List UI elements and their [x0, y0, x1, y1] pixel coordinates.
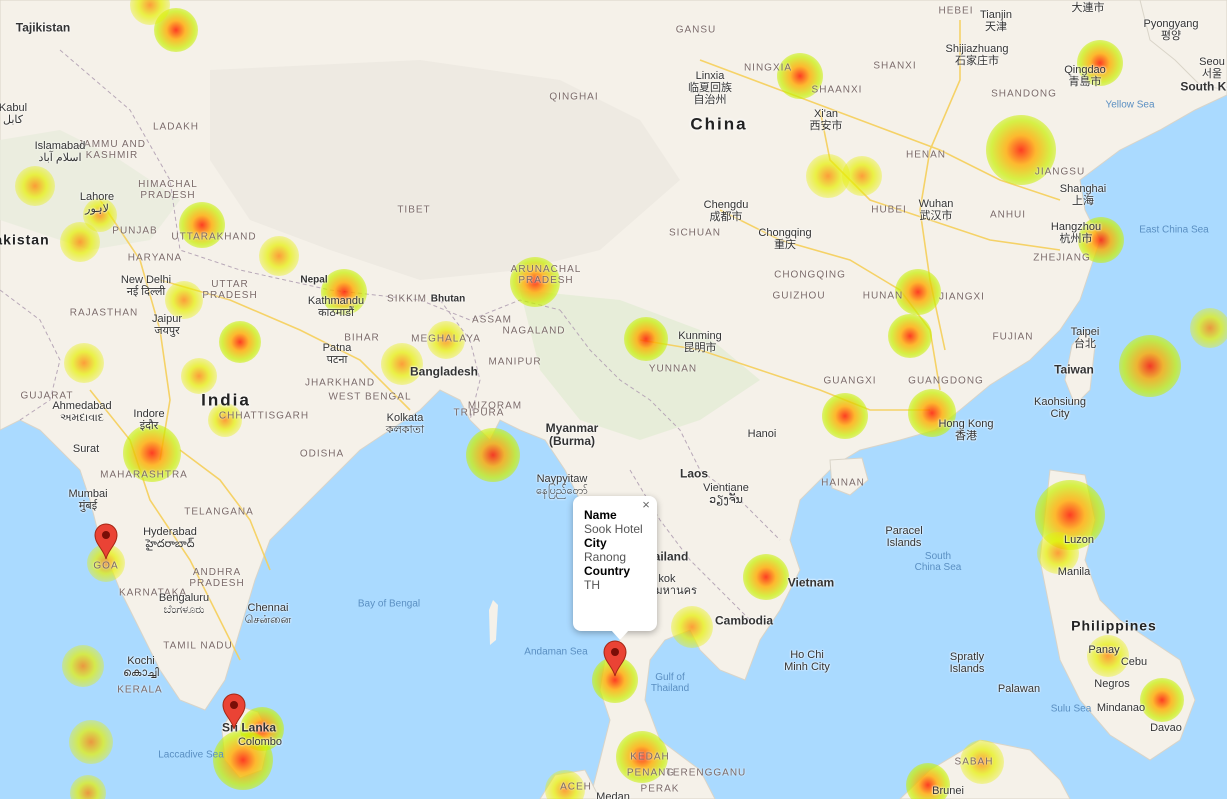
map-marker-goa[interactable] [93, 522, 119, 560]
map-marker-sri-lanka[interactable] [221, 692, 247, 730]
close-icon[interactable]: × [642, 497, 650, 512]
country-value: TH [584, 578, 600, 592]
country-label: Country [584, 564, 630, 578]
name-label: Name [584, 508, 617, 522]
map-pin-icon [94, 523, 118, 560]
map-marker-ranong[interactable] [602, 639, 628, 677]
city-label: City [584, 536, 607, 550]
map-pin-icon [222, 693, 246, 730]
map-pin-icon [603, 640, 627, 677]
city-value: Ranong [584, 550, 627, 564]
info-window: × Name Sook Hotel City Ranong Country TH [573, 496, 657, 640]
name-value: Sook Hotel [584, 522, 643, 536]
